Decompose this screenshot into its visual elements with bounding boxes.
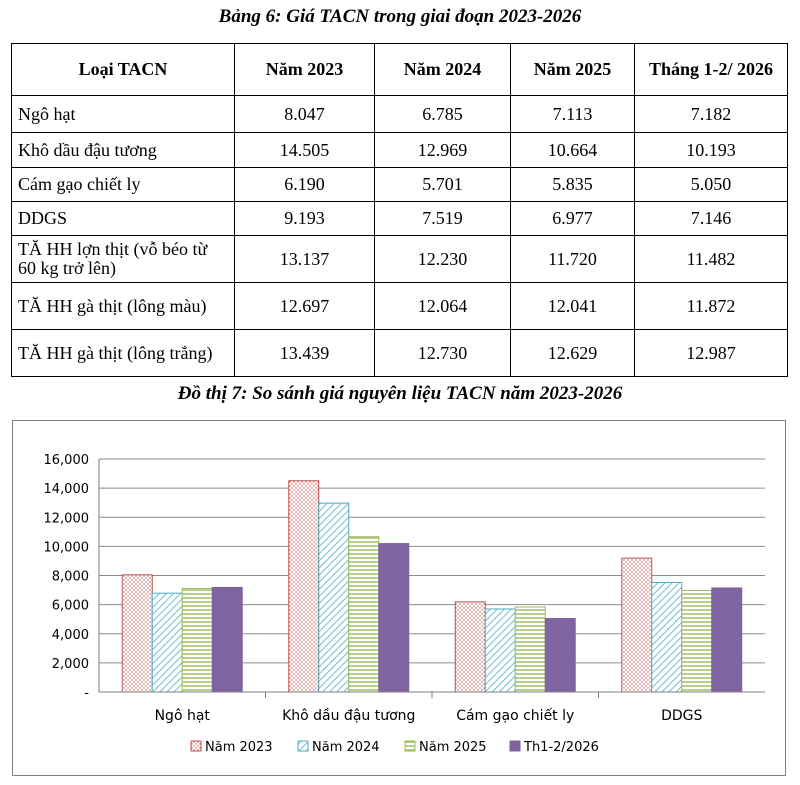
row-name: TĂ HH gà thịt (lông màu): [11, 282, 235, 330]
legend-swatch: [404, 740, 416, 752]
cell-value: 11.482: [634, 235, 788, 283]
cell-value: 10.193: [634, 132, 788, 168]
y-tick-label: 12,000: [44, 511, 90, 526]
chart-title: Đồ thị 7: So sánh giá nguyên liệu TACN n…: [177, 383, 623, 404]
cell-value: 7.146: [634, 201, 788, 236]
cell-value: 5.835: [510, 167, 635, 202]
table-header-row: Loại TACN Năm 2023 Năm 2024 Năm 2025 Thá…: [11, 43, 788, 96]
bar: [681, 589, 713, 693]
cell-value: 13.439: [234, 329, 375, 377]
cell-value: 10.664: [510, 132, 635, 168]
bar: [514, 606, 546, 693]
cell-value: 12.064: [374, 282, 511, 330]
x-tick-label: Cám gạo chiết ly: [456, 707, 574, 724]
legend-swatch: [509, 740, 521, 752]
row-name: TĂ HH lợn thịt (vỗ béo từ 60 kg trở lên): [11, 235, 235, 283]
row-name: DDGS: [11, 201, 235, 236]
bar: [121, 574, 153, 693]
cell-value: 7.113: [510, 95, 635, 133]
y-tick-label: 16,000: [44, 453, 90, 468]
cell-value: 8.047: [234, 95, 375, 133]
legend-label: Năm 2023: [205, 740, 273, 755]
bar: [348, 536, 380, 693]
bar: [211, 586, 243, 693]
bar: [454, 601, 486, 693]
cell-value: 5.050: [634, 167, 788, 202]
y-tick-label: 14,000: [44, 482, 90, 497]
header-nam-2025: Năm 2025: [510, 43, 635, 96]
header-nam-2024: Năm 2024: [374, 43, 511, 96]
bar: [484, 608, 516, 693]
cell-value: 14.505: [234, 132, 375, 168]
bar: [288, 480, 320, 693]
row-name: Cám gạo chiết ly: [11, 167, 235, 202]
cell-value: 12.041: [510, 282, 635, 330]
legend-label: Th1-2/2026: [523, 740, 599, 755]
header-thang-1-2-2026: Tháng 1-2/ 2026: [634, 43, 788, 96]
legend-label: Năm 2024: [312, 740, 380, 755]
cell-value: 13.137: [234, 235, 375, 283]
y-tick-label: 8,000: [52, 570, 89, 585]
bar: [621, 557, 653, 693]
table-row: TĂ HH gà thịt (lông trắng) 13.439 12.730…: [11, 329, 788, 377]
bar: [544, 617, 576, 693]
table-row: TĂ HH gà thịt (lông màu) 12.697 12.064 1…: [11, 282, 788, 330]
price-table: Loại TACN Năm 2023 Năm 2024 Năm 2025 Thá…: [11, 43, 788, 377]
cell-value: 6.977: [510, 201, 635, 236]
y-tick-label: 2,000: [52, 657, 89, 672]
header-nam-2023: Năm 2023: [234, 43, 375, 96]
chart-frame: - 2,000 4,000 6,000 8,000 10,000 12,000 14,000 1…: [12, 420, 786, 776]
row-name: Khô dầu đậu tương: [11, 132, 235, 168]
cell-value: 6.190: [234, 167, 375, 202]
x-tick-label: Khô dầu đậu tương: [282, 708, 415, 724]
y-tick-label: 10,000: [44, 540, 90, 555]
row-name: TĂ HH gà thịt (lông trắng): [11, 329, 235, 377]
cell-value: 12.987: [634, 329, 788, 377]
cell-value: 12.730: [374, 329, 511, 377]
table-row: Khô dầu đậu tương 14.505 12.969 10.664 1…: [11, 132, 788, 168]
header-loai-tacn: Loại TACN: [11, 43, 235, 96]
cell-value: 11.872: [634, 282, 788, 330]
cell-value: 12.697: [234, 282, 375, 330]
bar-chart: - 2,000 4,000 6,000 8,000 10,000 12,000 14,000 1…: [44, 453, 765, 755]
table-row: Ngô hạt 8.047 6.785 7.113 7.182: [11, 95, 788, 133]
cell-value: 9.193: [234, 201, 375, 236]
bar: [151, 592, 183, 693]
cell-value: 6.785: [374, 95, 511, 133]
cell-value: 7.519: [374, 201, 511, 236]
x-tick-label: Ngô hạt: [155, 708, 211, 724]
cell-value: 12.629: [510, 329, 635, 377]
bar: [651, 582, 683, 693]
cell-value: 5.701: [374, 167, 511, 202]
table-title: Bảng 6: Giá TACN trong giai đoạn 2023-20…: [218, 6, 582, 27]
table-row: DDGS 9.193 7.519 6.977 7.146: [11, 201, 788, 236]
bar: [181, 587, 213, 693]
cell-value: 12.230: [374, 235, 511, 283]
row-name: Ngô hạt: [11, 95, 235, 133]
legend-label: Năm 2025: [419, 740, 487, 755]
bar: [378, 543, 410, 693]
cell-value: 7.182: [634, 95, 788, 133]
table-row: Cám gạo chiết ly 6.190 5.701 5.835 5.050: [11, 167, 788, 202]
bar: [711, 587, 743, 693]
legend-swatch: [297, 740, 309, 752]
y-tick-label: 6,000: [52, 599, 89, 614]
legend-swatch: [190, 740, 202, 752]
table-row: TĂ HH lợn thịt (vỗ béo từ 60 kg trở lên)…: [11, 235, 788, 283]
cell-value: 11.720: [510, 235, 635, 283]
y-tick-label: 4,000: [52, 628, 89, 643]
bar: [318, 502, 350, 693]
y-tick-label: -: [84, 686, 89, 701]
cell-value: 12.969: [374, 132, 511, 168]
x-tick-label: DDGS: [661, 708, 702, 724]
